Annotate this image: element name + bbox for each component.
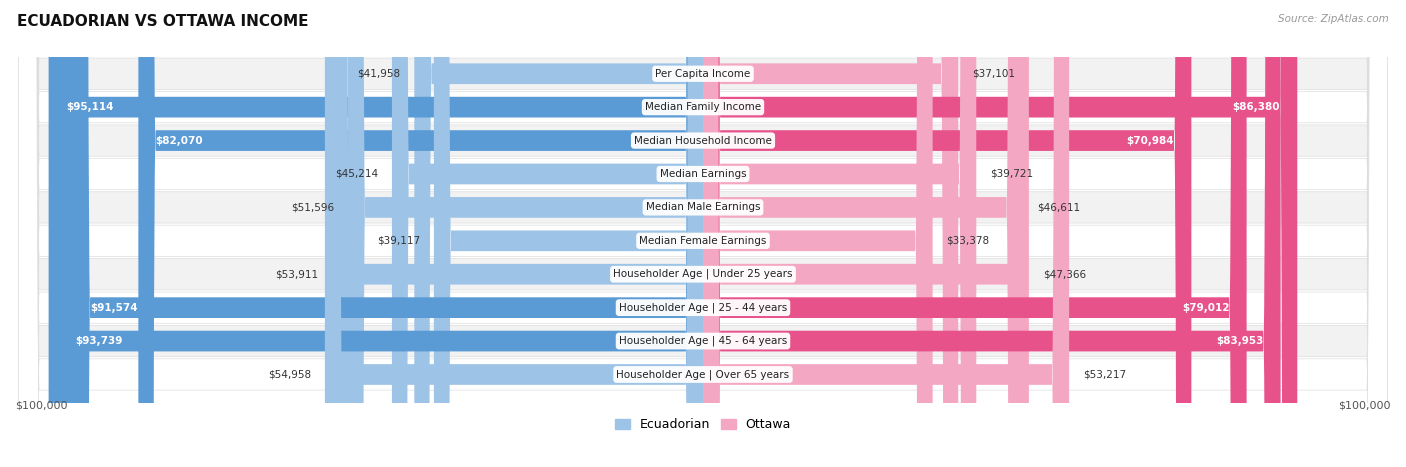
Text: $39,721: $39,721 [990, 169, 1033, 179]
FancyBboxPatch shape [703, 0, 1191, 467]
FancyBboxPatch shape [18, 0, 1388, 467]
FancyBboxPatch shape [434, 0, 703, 467]
Text: $41,958: $41,958 [357, 69, 401, 79]
FancyBboxPatch shape [415, 0, 703, 467]
Text: $47,366: $47,366 [1043, 269, 1085, 279]
FancyBboxPatch shape [703, 0, 1247, 467]
FancyBboxPatch shape [349, 0, 703, 467]
Text: $54,958: $54,958 [269, 369, 311, 380]
Text: $46,611: $46,611 [1038, 202, 1081, 212]
Text: $100,000: $100,000 [15, 401, 67, 410]
Text: $91,574: $91,574 [90, 303, 138, 312]
Text: Median Family Income: Median Family Income [645, 102, 761, 112]
Text: Median Male Earnings: Median Male Earnings [645, 202, 761, 212]
FancyBboxPatch shape [18, 0, 1388, 467]
Text: Householder Age | 25 - 44 years: Householder Age | 25 - 44 years [619, 303, 787, 313]
FancyBboxPatch shape [703, 0, 932, 467]
Text: Median Earnings: Median Earnings [659, 169, 747, 179]
Text: $51,596: $51,596 [291, 202, 335, 212]
FancyBboxPatch shape [18, 0, 1388, 467]
FancyBboxPatch shape [703, 0, 1281, 467]
FancyBboxPatch shape [332, 0, 703, 467]
FancyBboxPatch shape [18, 0, 1388, 467]
FancyBboxPatch shape [703, 0, 1069, 467]
FancyBboxPatch shape [392, 0, 703, 467]
Text: Householder Age | Under 25 years: Householder Age | Under 25 years [613, 269, 793, 279]
Text: $100,000: $100,000 [1339, 401, 1391, 410]
Text: $86,380: $86,380 [1233, 102, 1279, 112]
Text: $53,217: $53,217 [1083, 369, 1126, 380]
FancyBboxPatch shape [49, 0, 703, 467]
FancyBboxPatch shape [18, 0, 1388, 467]
Text: $70,984: $70,984 [1126, 135, 1174, 146]
Text: $93,739: $93,739 [76, 336, 122, 346]
Text: $53,911: $53,911 [276, 269, 318, 279]
Text: Source: ZipAtlas.com: Source: ZipAtlas.com [1278, 14, 1389, 24]
Text: ECUADORIAN VS OTTAWA INCOME: ECUADORIAN VS OTTAWA INCOME [17, 14, 308, 29]
Text: $33,378: $33,378 [946, 236, 990, 246]
Text: $39,117: $39,117 [377, 236, 420, 246]
FancyBboxPatch shape [18, 0, 1388, 467]
Text: Householder Age | Over 65 years: Householder Age | Over 65 years [616, 369, 790, 380]
FancyBboxPatch shape [703, 0, 959, 467]
FancyBboxPatch shape [18, 0, 1388, 467]
Text: $37,101: $37,101 [972, 69, 1015, 79]
FancyBboxPatch shape [703, 0, 1029, 467]
FancyBboxPatch shape [325, 0, 703, 467]
FancyBboxPatch shape [18, 0, 1388, 467]
Text: $95,114: $95,114 [66, 102, 114, 112]
FancyBboxPatch shape [18, 0, 1388, 467]
Text: $45,214: $45,214 [335, 169, 378, 179]
FancyBboxPatch shape [703, 0, 1024, 467]
FancyBboxPatch shape [58, 0, 703, 467]
Text: Per Capita Income: Per Capita Income [655, 69, 751, 79]
Legend: Ecuadorian, Ottawa: Ecuadorian, Ottawa [610, 413, 796, 436]
FancyBboxPatch shape [138, 0, 703, 467]
Text: Median Household Income: Median Household Income [634, 135, 772, 146]
Text: $82,070: $82,070 [156, 135, 204, 146]
Text: $83,953: $83,953 [1216, 336, 1264, 346]
FancyBboxPatch shape [703, 0, 1298, 467]
Text: $79,012: $79,012 [1182, 303, 1229, 312]
Text: Median Female Earnings: Median Female Earnings [640, 236, 766, 246]
FancyBboxPatch shape [18, 0, 1388, 467]
FancyBboxPatch shape [73, 0, 703, 467]
Text: Householder Age | 45 - 64 years: Householder Age | 45 - 64 years [619, 336, 787, 347]
FancyBboxPatch shape [703, 0, 976, 467]
